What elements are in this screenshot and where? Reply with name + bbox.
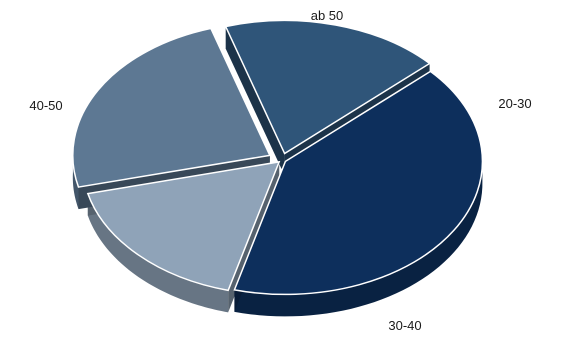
pie-slice-side-40-50 bbox=[234, 159, 483, 317]
pie-slice-side-ab-50 bbox=[87, 193, 229, 313]
pie-slice-40-50 bbox=[233, 70, 484, 296]
pie-slice-wall-30-40-0 bbox=[225, 26, 285, 176]
slice-label-20-30: 20-30 bbox=[498, 96, 531, 111]
pie-top-layer bbox=[72, 19, 484, 296]
pie-slice-20-30 bbox=[72, 27, 271, 188]
slice-label-30-40: 30-40 bbox=[388, 318, 421, 333]
pie-slice-30-40 bbox=[224, 19, 431, 155]
pie-slice-ab-50 bbox=[86, 160, 281, 292]
slice-label-ab-50: ab 50 bbox=[311, 8, 344, 23]
pie-labels: ab 50 20-30 30-40 40-50 bbox=[29, 8, 531, 333]
slice-label-40-50: 40-50 bbox=[29, 98, 62, 113]
